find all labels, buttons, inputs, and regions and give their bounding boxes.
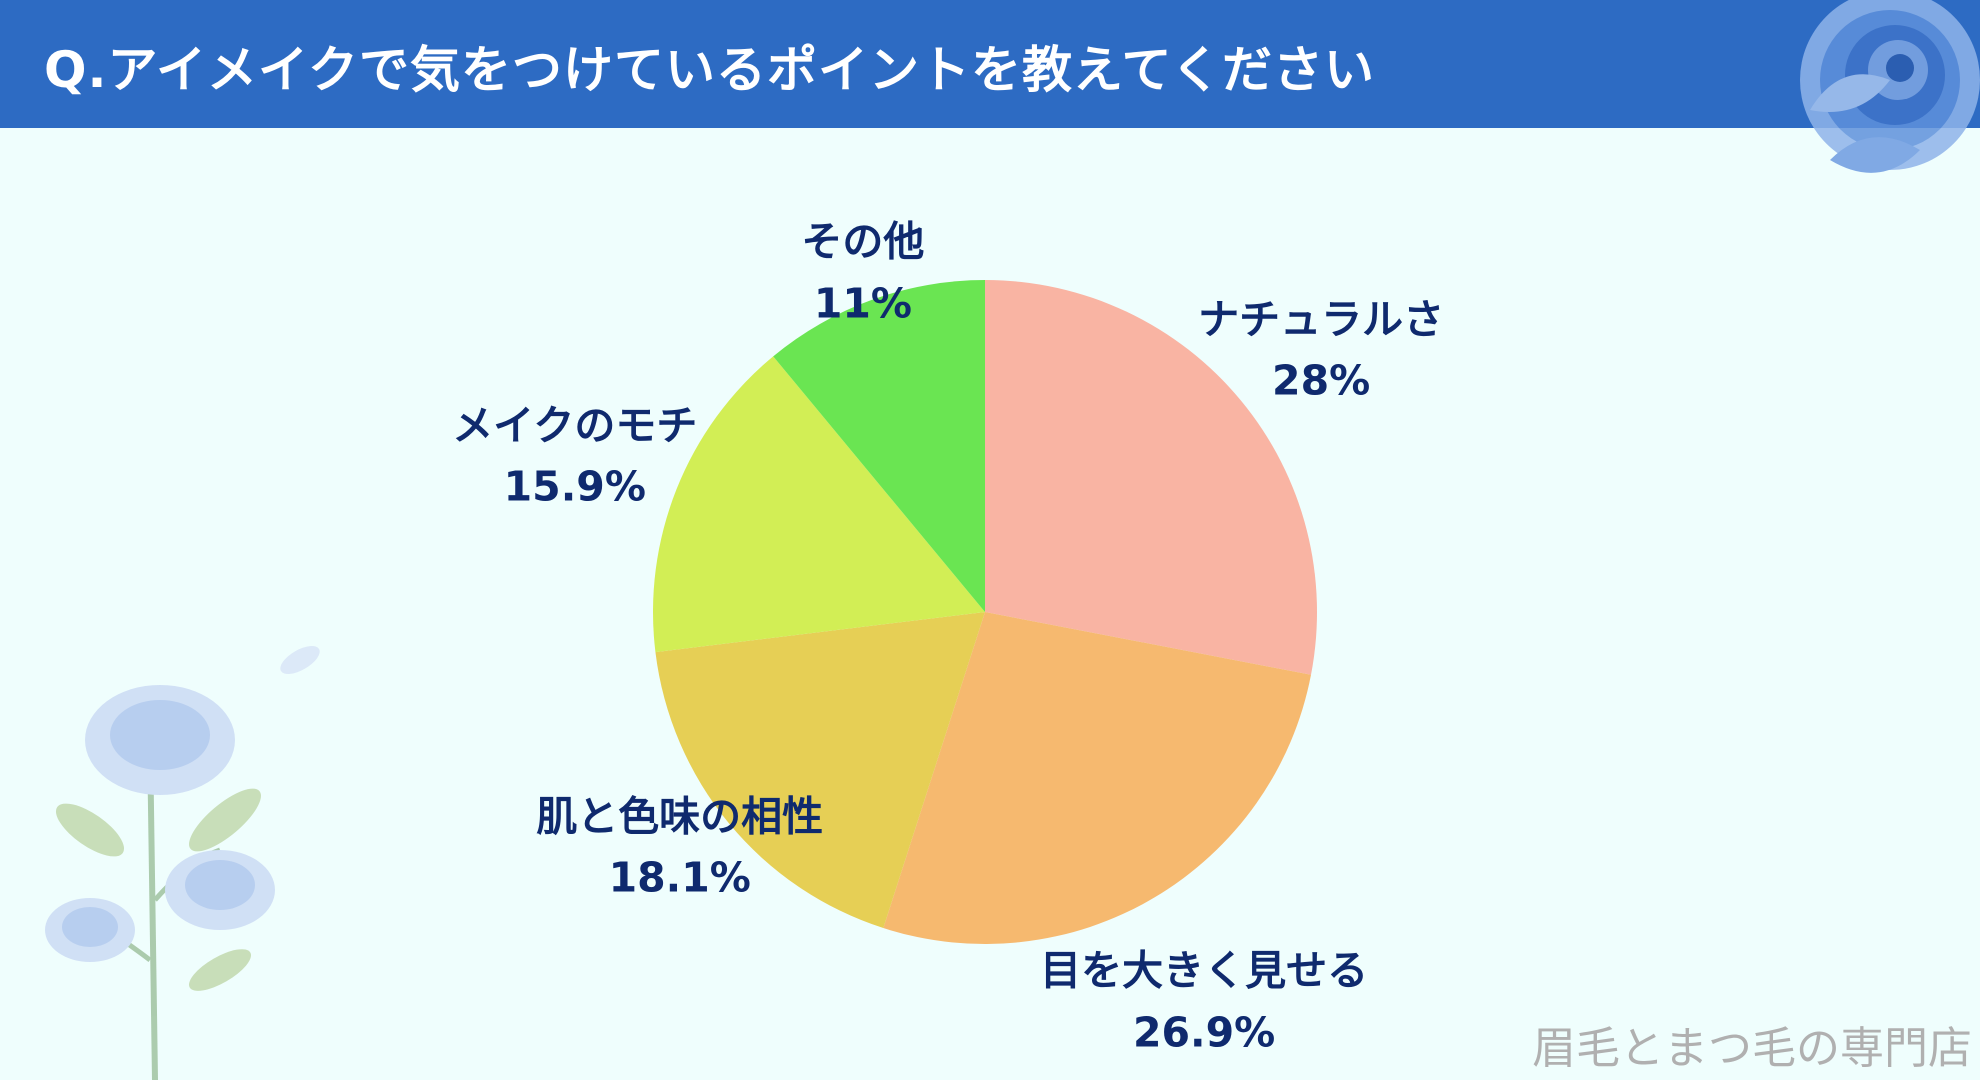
slice-label: 目を大きく見せる 26.9%: [1040, 941, 1368, 1064]
slice-label-value: 28%: [1272, 356, 1371, 405]
slice-label: その他 11%: [801, 212, 924, 335]
page-title: Q.アイメイクで気をつけているポイントを教えてください: [44, 41, 1375, 99]
pie-slice-1: [985, 280, 1317, 675]
slice-label-value: 11%: [813, 279, 912, 328]
watermark-text: 眉毛とまつ毛の専門店: [1532, 1023, 1972, 1074]
slice-label: 肌と色味の相性 18.1%: [536, 786, 823, 909]
slice-label-value: 15.9%: [503, 462, 646, 511]
pie-slice-2: [883, 612, 1312, 944]
flower-decoration-icon: [45, 646, 320, 1080]
pie-slice-5: [773, 280, 985, 612]
slice-label: メイクのモチ 15.9%: [452, 395, 697, 518]
pie-slice-4: [653, 356, 985, 653]
pie-slice-3: [655, 612, 985, 929]
slice-label: ナチュラルさ 28%: [1198, 289, 1444, 412]
header-bar: Q.アイメイクで気をつけているポイントを教えてください: [0, 0, 1980, 128]
slice-label-name: 目を大きく見せる: [1040, 946, 1369, 995]
slice-label-name: 肌と色味の相性: [536, 792, 824, 841]
slice-label-value: 26.9%: [1132, 1008, 1276, 1056]
slice-label-name: その他: [801, 217, 925, 266]
rose-decoration-icon: [1800, 0, 1980, 173]
slice-label-name: ナチュラルさ: [1198, 295, 1445, 344]
slice-label-value: 18.1%: [608, 853, 751, 902]
slice-label-name: メイクのモチ: [452, 401, 698, 450]
